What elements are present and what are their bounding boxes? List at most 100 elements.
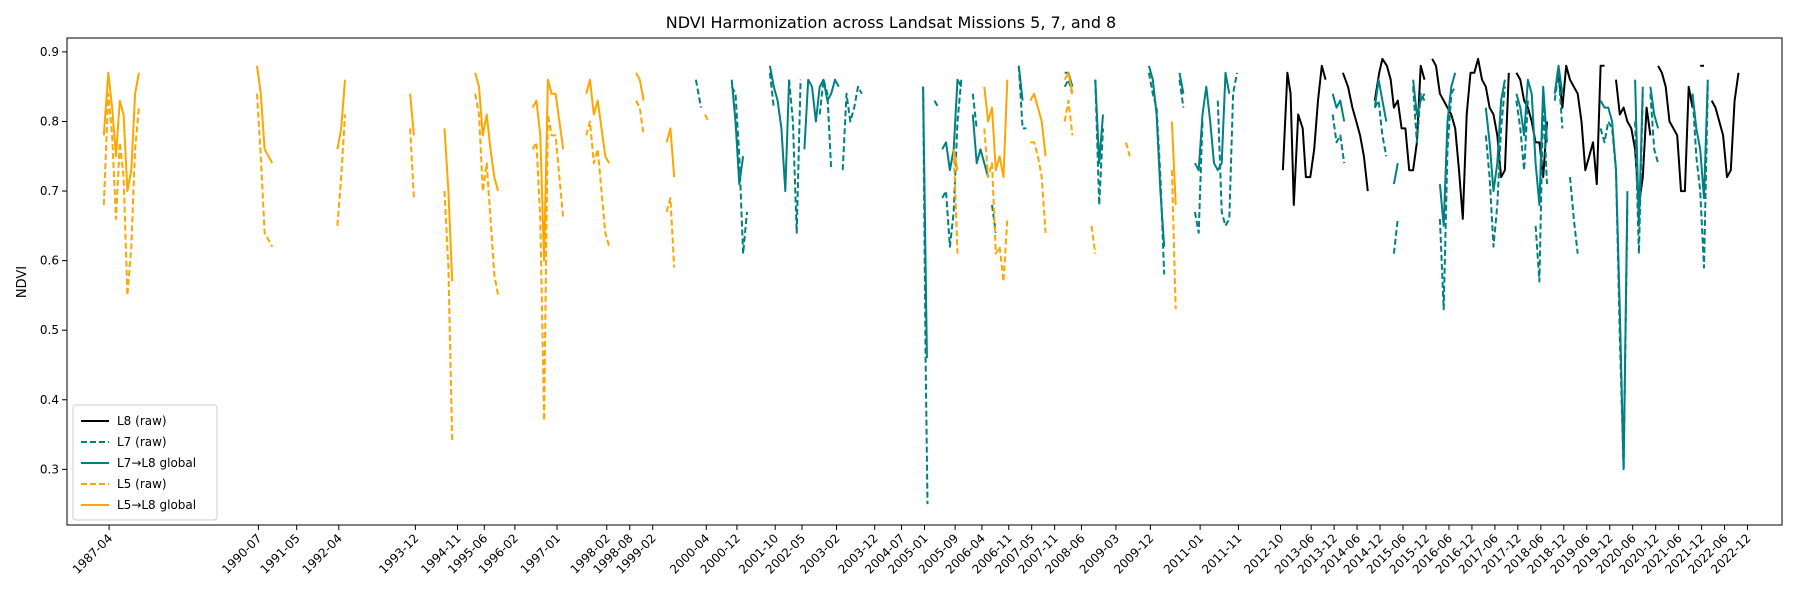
series-line-2-19 — [1553, 64, 1564, 94]
series-line-1-5 — [841, 85, 863, 171]
series-line-2-3 — [922, 86, 928, 359]
series-0 — [1281, 57, 1740, 220]
series-line-2-16 — [1438, 72, 1457, 227]
legend-label: L8 (raw) — [117, 414, 167, 428]
series-line-1-8 — [941, 79, 963, 248]
series-line-1-18 — [1331, 114, 1346, 164]
series-line-1-7 — [933, 100, 940, 109]
series-line-0-0 — [1281, 64, 1327, 206]
series-line-1-30 — [1649, 93, 1660, 164]
series-line-0-5 — [1557, 64, 1605, 186]
series-line-3-1 — [256, 93, 274, 248]
series-line-4-12 — [1029, 92, 1047, 157]
series-line-2-23 — [1691, 79, 1709, 199]
series-line-3-12 — [983, 128, 1009, 283]
series-line-4-3 — [409, 93, 415, 136]
series-line-2-2 — [803, 78, 840, 150]
series-line-3-15 — [1090, 225, 1097, 254]
series-line-1-17 — [1216, 72, 1238, 227]
legend-label: L5 (raw) — [117, 477, 167, 491]
series-line-4-1 — [256, 65, 274, 164]
series-line-2-1 — [768, 65, 791, 193]
series-line-1-24 — [1515, 100, 1529, 172]
series-line-1-3 — [788, 79, 802, 234]
series-line-0-9 — [1710, 72, 1740, 179]
series-line-3-10 — [704, 114, 710, 122]
series-line-3-8 — [635, 100, 645, 136]
series-line-2-22 — [1649, 86, 1660, 129]
y-axis-label: NDVI — [15, 266, 30, 298]
series-line-2-15 — [1412, 79, 1426, 116]
series-line-3-13 — [1030, 141, 1047, 233]
chart-title: NDVI Harmonization across Landsat Missio… — [666, 13, 1116, 32]
y-axis: 0.3 0.4 0.5 0.6 0.7 0.8 0.9 — [40, 45, 67, 476]
series-line-0-1 — [1341, 72, 1369, 192]
y-tick-label: 0.4 — [40, 393, 59, 407]
series-line-2-0 — [730, 79, 745, 186]
series-line-1-25 — [1534, 99, 1548, 283]
series-line-1-2 — [768, 72, 775, 108]
series-line-2-14 — [1392, 163, 1399, 185]
series-line-2-18 — [1515, 78, 1548, 206]
series-line-3-4 — [443, 191, 454, 442]
y-tick-label: 0.9 — [40, 45, 59, 59]
series-line-0-3 — [1431, 57, 1510, 220]
series-line-2-4 — [941, 78, 963, 172]
series-3 — [102, 92, 1177, 442]
series-2 — [730, 64, 1709, 471]
series-line-3-2 — [336, 114, 346, 226]
series-line-4-11 — [983, 79, 1009, 179]
series-line-2-10 — [1178, 72, 1185, 94]
series-line-1-27 — [1569, 177, 1579, 254]
series-line-1-9 — [971, 93, 978, 129]
series-line-4-2 — [336, 79, 346, 150]
series-line-1-31 — [1691, 86, 1709, 269]
series-line-1-11 — [1017, 65, 1027, 130]
series-line-4-9 — [665, 127, 676, 178]
series-line-1-1 — [730, 86, 748, 255]
series-line-2-6 — [1017, 65, 1024, 101]
series-line-1-0 — [694, 79, 702, 108]
plot-frame — [66, 37, 1783, 526]
legend-label: L5→L8 global — [117, 498, 196, 512]
series-line-4-4 — [443, 128, 454, 282]
series-line-3-3 — [409, 128, 415, 199]
series-line-1-12 — [1063, 78, 1074, 94]
series-line-2-11 — [1194, 71, 1231, 172]
legend: L8 (raw) L7 (raw) L7→L8 global L5 (raw) L5→L… — [72, 404, 218, 521]
series-line-4-8 — [635, 72, 645, 101]
series-line-4-7 — [585, 78, 611, 164]
series-line-1-19 — [1373, 99, 1388, 157]
series-line-1-16 — [1193, 121, 1204, 234]
y-tick-label: 0.6 — [40, 254, 59, 268]
series-line-2-20 — [1599, 100, 1629, 471]
series-line-4-0 — [102, 71, 140, 193]
series-line-1-20 — [1392, 218, 1399, 254]
y-tick-label: 0.5 — [40, 323, 59, 337]
series-line-4-13 — [1063, 71, 1074, 94]
series-line-2-13 — [1373, 78, 1388, 122]
series-line-2-8 — [1094, 79, 1104, 165]
series-line-4-5 — [474, 72, 500, 192]
series-line-1-23 — [1484, 86, 1506, 248]
series-line-2-12 — [1331, 93, 1346, 122]
series-line-2-21 — [1634, 79, 1644, 227]
series-line-3-17 — [1170, 170, 1177, 310]
series-line-3-16 — [1125, 142, 1131, 157]
legend-label: L7→L8 global — [117, 456, 196, 470]
series-line-3-9 — [665, 197, 676, 268]
series-line-2-9 — [1147, 65, 1166, 247]
series-line-4-6 — [531, 78, 565, 262]
plot-series-group — [102, 57, 1740, 505]
series-line-2-5 — [971, 114, 990, 178]
series-line-0-2 — [1373, 57, 1426, 172]
series-line-0-6 — [1615, 79, 1652, 206]
series-line-1-22 — [1438, 86, 1457, 311]
legend-label: L7 (raw) — [117, 435, 167, 449]
series-line-3-7 — [585, 120, 611, 247]
legend-box — [72, 404, 218, 521]
series-line-1-15 — [1178, 79, 1185, 108]
series-line-4-14 — [1170, 121, 1177, 206]
